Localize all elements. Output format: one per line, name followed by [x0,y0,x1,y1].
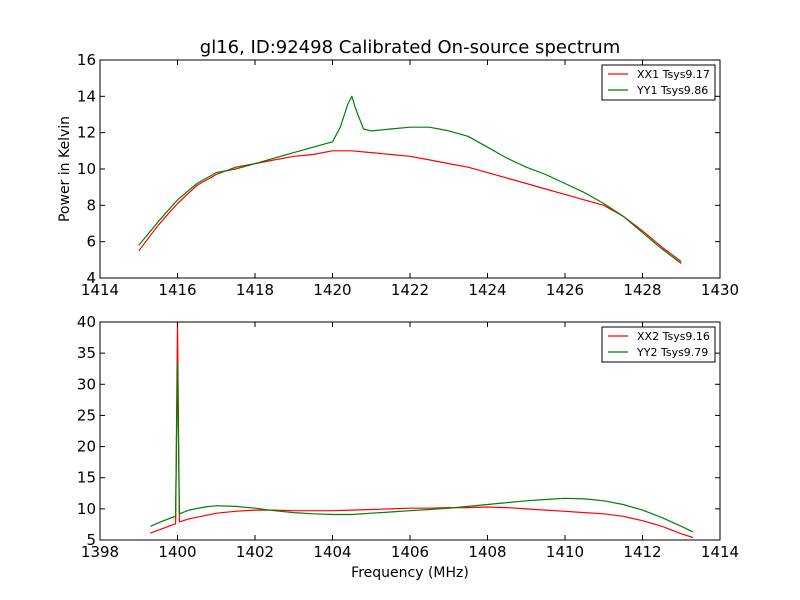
top-panel: gl16, ID:92498 Calibrated On-source spec… [57,37,739,299]
bottom-x-tick-label: 1406 [391,543,429,561]
top-y-tick-label: 10 [77,160,96,178]
bottom-x-tick-label: 1408 [468,543,506,561]
bottom-x-tick-label: 1410 [546,543,584,561]
bottom-x-tick-label: 1400 [158,543,196,561]
bottom-legend: XX2 Tsys9.16 YY2 Tsys9.79 [601,326,716,363]
bottom-y-tick-label: 40 [77,313,96,331]
bottom-x-tick-label: 1404 [313,543,351,561]
top-series-line-yy1 [138,95,682,264]
bottom-x-tick-label: 1414 [701,543,739,561]
bottom-x-tick-label: 1412 [623,543,661,561]
bottom-series-line-yy2 [150,361,694,533]
top-legend-box [601,64,716,101]
top-x-tick-label: 1414 [81,281,119,299]
top-y-tick-label: 6 [86,233,96,251]
top-y-tick-label: 14 [77,87,96,105]
legend-label-yy1: YY1 Tsys9.86 [636,84,708,97]
bottom-y-tick-label: 5 [86,531,96,549]
top-series-line-xx1 [138,150,682,263]
top-series-group [138,95,682,264]
bottom-tick-group: 1398 1400 1402 1404 1406 1408 1410 1412 1414 5 10 1… [77,313,739,561]
y-axis-label: Power in Kelvin [57,116,73,222]
top-x-tick-label: 1426 [546,281,584,299]
top-x-tick-label: 1420 [313,281,351,299]
top-x-tick-label: 1424 [468,281,506,299]
top-legend: XX1 Tsys9.17 YY1 Tsys9.86 [601,64,716,101]
bottom-series-group [150,321,694,539]
bottom-x-tick-label: 1402 [236,543,274,561]
bottom-y-tick-label: 25 [77,406,96,424]
bottom-y-tick-label: 15 [77,469,96,487]
top-x-tick-label: 1430 [701,281,739,299]
top-y-tick-label: 16 [77,51,96,69]
chart-title: gl16, ID:92498 Calibrated On-source spec… [200,37,620,58]
top-y-tick-label: 8 [86,196,96,214]
bottom-legend-box [601,326,716,363]
x-axis-label: Frequency (MHz) [351,565,469,581]
top-y-tick-label: 12 [77,124,96,142]
bottom-x-tick-label: 1398 [81,543,119,561]
bottom-series-line-xx2 [150,321,694,539]
bottom-panel: 1398 1400 1402 1404 1406 1408 1410 1412 1414 5 10 1… [77,313,739,581]
legend-label-xx1: XX1 Tsys9.17 [637,68,710,81]
bottom-y-tick-label: 30 [77,375,96,393]
bottom-y-tick-label: 35 [77,344,96,362]
top-x-tick-label: 1428 [623,281,661,299]
bottom-y-tick-label: 20 [77,438,96,456]
top-tick-group: 1414 1416 1418 1420 1422 1424 1426 1428 14304681… [77,51,739,299]
legend-label-xx2: XX2 Tsys9.16 [637,330,710,343]
top-y-tick-label: 4 [86,269,96,287]
bottom-y-tick-label: 10 [77,500,96,518]
top-x-tick-label: 1416 [158,281,196,299]
top-x-tick-label: 1422 [391,281,429,299]
legend-label-yy2: YY2 Tsys9.79 [636,346,708,359]
top-x-tick-label: 1418 [236,281,274,299]
